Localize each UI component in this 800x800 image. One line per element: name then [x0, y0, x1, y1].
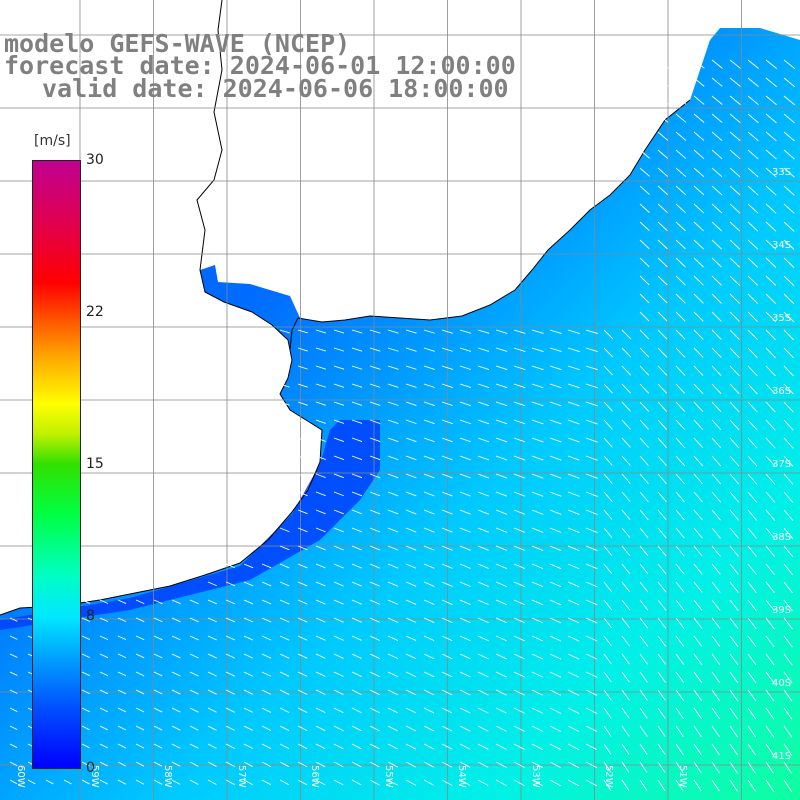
lon-label-60W: 60W — [15, 765, 26, 788]
wind-arrows — [9, 59, 796, 792]
colorbar-tick-15: 15 — [86, 456, 104, 472]
lat-label-33S: 33S — [772, 167, 791, 178]
colorbar-tick-30: 30 — [86, 152, 104, 168]
lat-label-41S: 41S — [772, 751, 791, 762]
lat-label-38S: 38S — [772, 532, 791, 543]
lon-label-53W: 53W — [530, 765, 541, 788]
title-valid-date: valid date: 2024-06-06 18:00:00 — [42, 74, 509, 103]
land-area — [0, 0, 800, 615]
lon-label-55W: 55W — [383, 765, 394, 788]
title-model: modelo GEFS-WAVE (NCEP) — [4, 29, 351, 58]
lon-label-56W: 56W — [309, 765, 320, 788]
lat-label-34S: 34S — [772, 240, 791, 251]
colorbar-unit: [m/s] — [34, 133, 71, 149]
lat-label-40S: 40S — [772, 678, 791, 689]
lon-label-54W: 54W — [456, 765, 467, 788]
lon-label-57W: 57W — [236, 765, 247, 788]
title-forecast-date: forecast date: 2024-06-01 12:00:00 — [4, 51, 516, 80]
lat-label-39S: 39S — [772, 605, 791, 616]
colorbar-tick-0: 0 — [86, 760, 95, 776]
lon-label-51W: 51W — [677, 765, 688, 788]
colorbar-tick-8: 8 — [86, 608, 95, 624]
lon-label-52W: 52W — [603, 765, 614, 788]
coastline-west — [0, 0, 323, 616]
lat-label-36S: 36S — [772, 386, 791, 397]
coastline-east — [289, 99, 691, 351]
ocean-field — [0, 28, 800, 800]
colorbar-gradient — [32, 160, 81, 769]
lon-label-58W: 58W — [162, 765, 173, 788]
lon-label-59W: 59W — [89, 765, 100, 788]
lat-label-37S: 37S — [772, 459, 791, 470]
colorbar-tick-22: 22 — [86, 304, 104, 320]
lat-label-35S: 35S — [772, 313, 791, 324]
